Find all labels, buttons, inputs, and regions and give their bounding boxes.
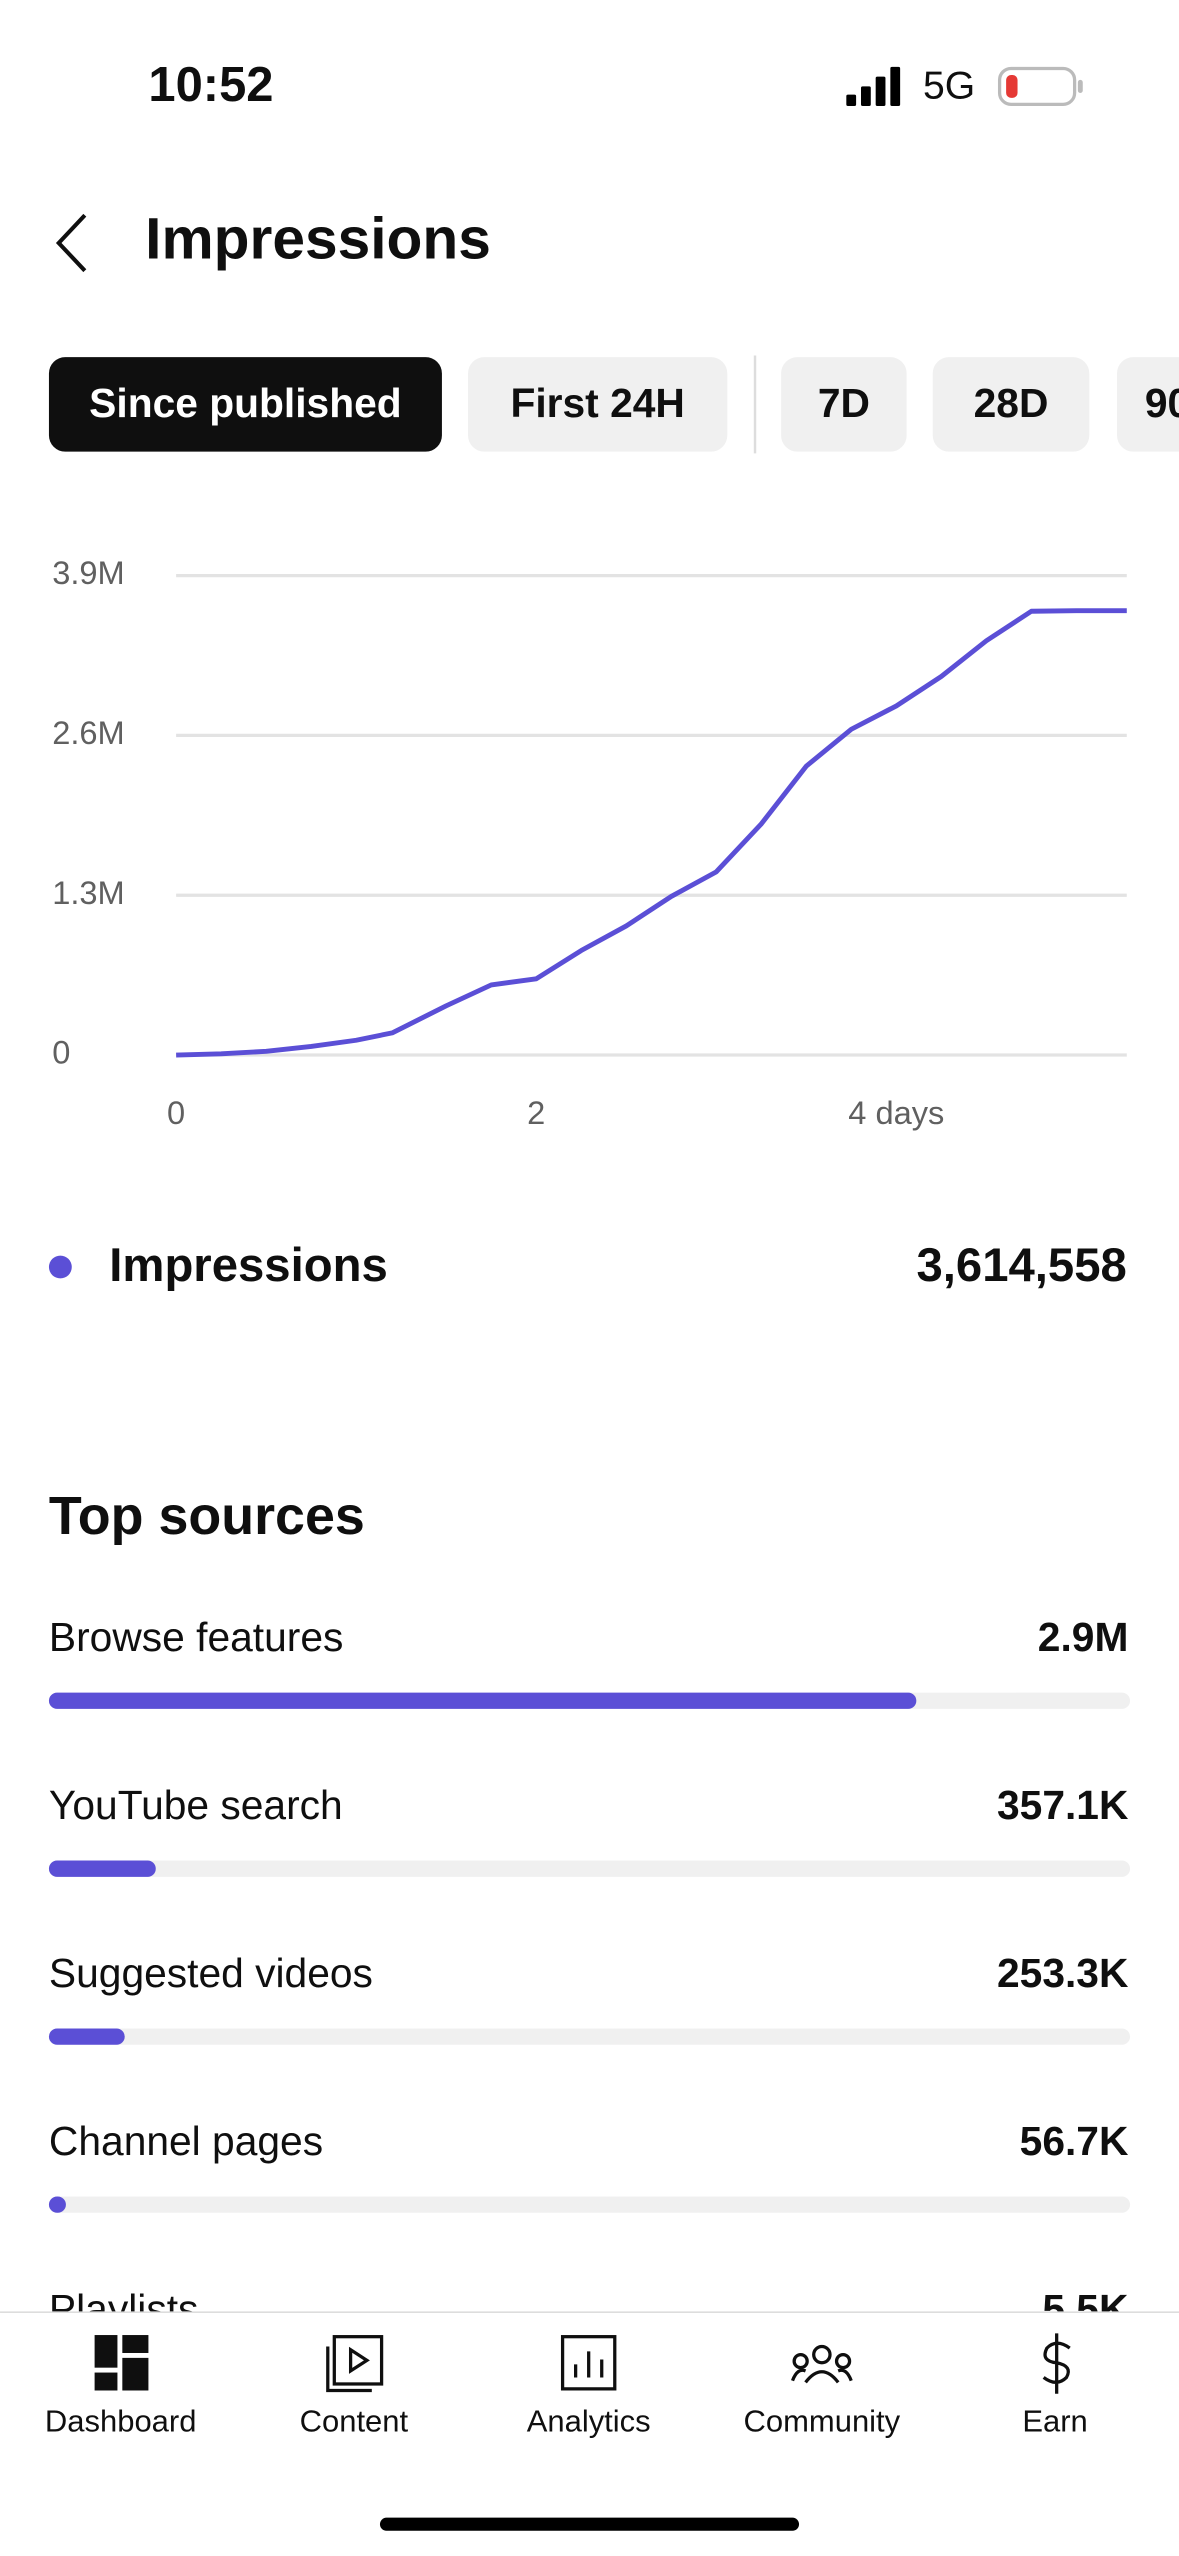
filter-chip-label[interactable]: 7D bbox=[818, 380, 870, 426]
battery-icon bbox=[997, 66, 1083, 106]
top-sources: Top sources Browse features 2.9M YouTube se… bbox=[48, 1486, 1131, 2332]
nav-labels: Dashboard Content Analytics Community Earn bbox=[45, 2403, 1088, 2438]
source-value: 357.1K bbox=[997, 1782, 1129, 1828]
source-name: Browse features bbox=[49, 1614, 343, 1660]
filter-chip[interactable] bbox=[932, 357, 1090, 452]
source-name: Suggested videos bbox=[49, 1950, 373, 1996]
nav-icons bbox=[94, 2333, 1071, 2394]
x-tick-label: 0 bbox=[167, 1094, 185, 1131]
data-line bbox=[176, 608, 1127, 1058]
summary-total: 3,614,558 bbox=[917, 1239, 1127, 1292]
source-name: Channel pages bbox=[49, 2118, 323, 2164]
chart: 0 1.3M 2.6M 3.9M 0 2 4 days bbox=[52, 554, 1127, 1131]
filter-chip-label[interactable]: 90D bbox=[1145, 380, 1179, 426]
filter-chip[interactable] bbox=[781, 357, 907, 452]
source-value: 5.5K bbox=[1042, 2286, 1129, 2332]
page-title: Impressions bbox=[145, 206, 491, 271]
y-tick-label: 0 bbox=[52, 1034, 70, 1071]
legend-dot bbox=[48, 1255, 72, 1279]
filter-chip[interactable] bbox=[468, 357, 728, 452]
filter-chip-label[interactable]: 28D bbox=[974, 380, 1049, 426]
filter-chip[interactable] bbox=[48, 357, 442, 452]
status-network: 5G bbox=[923, 64, 975, 107]
source-bar bbox=[48, 1692, 917, 1709]
source-track bbox=[48, 1860, 1131, 1877]
section-title: Top sources bbox=[49, 1486, 365, 1546]
status-time: 10:52 bbox=[148, 58, 273, 112]
x-tick-label: 2 bbox=[527, 1094, 545, 1131]
y-tick-label: 1.3M bbox=[52, 874, 125, 911]
source-value: 2.9M bbox=[1038, 1614, 1129, 1660]
home-indicator bbox=[379, 2517, 800, 2531]
nav-item[interactable]: Content bbox=[300, 2403, 409, 2438]
y-tick-label: 2.6M bbox=[52, 714, 125, 751]
filter-chip-label[interactable]: First 24H bbox=[510, 380, 684, 426]
filter-chip[interactable] bbox=[1117, 357, 1179, 452]
filter-chip-label[interactable]: Since published bbox=[89, 380, 401, 426]
signal-icon bbox=[846, 66, 901, 106]
filter-chips: Since published First 24H 7D 28D 90D bbox=[48, 357, 1179, 452]
source-track bbox=[48, 2196, 1131, 2213]
nav-item[interactable]: Earn bbox=[1022, 2403, 1087, 2438]
y-tick-label: 3.9M bbox=[52, 554, 125, 591]
source-bar bbox=[48, 2028, 125, 2045]
legend-label: Impressions bbox=[109, 1239, 387, 1292]
source-value: 253.3K bbox=[997, 1950, 1129, 1996]
nav-item[interactable]: Dashboard bbox=[45, 2403, 197, 2438]
nav-item[interactable]: Community bbox=[744, 2403, 901, 2438]
source-bar bbox=[48, 2196, 66, 2213]
source-name: Playlists bbox=[49, 2286, 198, 2332]
nav-item[interactable]: Analytics bbox=[527, 2403, 651, 2438]
source-bar bbox=[48, 1860, 156, 1877]
back-button[interactable] bbox=[55, 213, 87, 273]
summary: Impressions 3,614,558 bbox=[48, 1239, 1127, 1292]
source-track bbox=[48, 2028, 1131, 2045]
source-value: 56.7K bbox=[1020, 2118, 1129, 2164]
x-tick-label: 4 days bbox=[848, 1094, 944, 1131]
source-name: YouTube search bbox=[49, 1782, 343, 1828]
